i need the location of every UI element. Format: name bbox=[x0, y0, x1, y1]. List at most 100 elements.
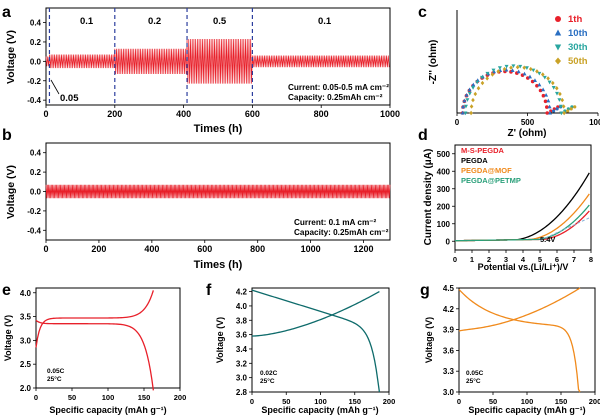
chart-g-ytick-label-5: 4.5 bbox=[443, 284, 455, 293]
chart-b-xtick-label-1: 200 bbox=[91, 244, 106, 254]
chart-f-xtick-label-3: 150 bbox=[348, 397, 361, 406]
panel-label-b: b bbox=[2, 127, 12, 144]
chart-e-ytick-label-2: 3.0 bbox=[20, 336, 32, 345]
panel-label-f: f bbox=[206, 282, 212, 299]
chart-c-point-50th-12 bbox=[522, 65, 527, 70]
chart-b-xtick-label-4: 800 bbox=[250, 244, 265, 254]
chart-d-ytick-label-0: 0 bbox=[446, 237, 451, 246]
chart-a-seg-label-3: 0.5 bbox=[213, 16, 227, 27]
chart-d-line-PEGDA@MOF bbox=[454, 193, 590, 242]
chart-c-point-50th-10 bbox=[509, 65, 513, 70]
chart-c-point-30th-20 bbox=[557, 98, 562, 102]
chart-f: 2.8 3.0 3.2 3.4 3.6 3.8 4.0 4.2 0 50 100 150 200 Vo… bbox=[215, 287, 396, 415]
legend-1th: 1th bbox=[568, 14, 582, 25]
chart-d-tangent bbox=[540, 217, 590, 241]
chart-e-xtick-label-1: 50 bbox=[68, 393, 76, 402]
chart-c-point-50th-17 bbox=[550, 80, 555, 86]
chart-c-point-30th-10 bbox=[504, 64, 509, 69]
chart-f-xtick-label-0: 0 bbox=[250, 397, 254, 406]
chart-a-xlabel: Times (h) bbox=[194, 123, 243, 135]
chart-c-tail-50th-3 bbox=[573, 105, 577, 109]
chart-b-annotation-1: Current: 0.1 mA cm⁻² bbox=[294, 218, 377, 227]
chart-c-point-30th-3 bbox=[467, 91, 472, 96]
chart-c-point-10th-15 bbox=[527, 74, 532, 79]
chart-d-ytick-label-2: 200 bbox=[437, 202, 451, 211]
chart-e-ytick-label-1: 2.5 bbox=[20, 360, 32, 369]
chart-c-point-10th-1 bbox=[461, 104, 466, 109]
chart-c-point-30th-17 bbox=[547, 80, 552, 85]
chart-a-seg-label-1: 0.1 bbox=[80, 16, 94, 27]
chart-c-point-30th-21 bbox=[558, 104, 563, 109]
chart-c-point-30th-14 bbox=[531, 68, 536, 73]
chart-g-xlabel: Specific capacity (mAh g⁻¹) bbox=[468, 405, 585, 415]
chart-a-xtick-label-1: 200 bbox=[107, 109, 122, 119]
chart-e-xtick-label-4: 200 bbox=[174, 393, 187, 402]
chart-c-point-50th-19 bbox=[558, 91, 562, 97]
chart-c-point-30th-12 bbox=[518, 64, 523, 69]
chart-c-point-30th-5 bbox=[475, 80, 480, 85]
chart-f-ytick-label-7: 4.2 bbox=[236, 288, 248, 297]
chart-a-ytick-label-4: 0.4 bbox=[30, 19, 42, 28]
legend-pegda: PEGDA bbox=[461, 156, 488, 165]
chart-g-ylabel: Voltage (V) bbox=[424, 317, 434, 363]
chart-c-point-50th-15 bbox=[540, 72, 545, 77]
chart-d-line-PEGDA@PETMP bbox=[454, 204, 590, 242]
chart-c-point-10th-22 bbox=[548, 110, 553, 115]
chart-c-tail-50th-2 bbox=[569, 107, 573, 111]
chart-c-point-50th-11 bbox=[515, 65, 520, 70]
chart-b-annotation-2: Capacity: 0.25mAh cm⁻² bbox=[294, 228, 389, 237]
chart-b-ytick-label-2: 0.0 bbox=[30, 188, 42, 197]
chart-c-point-50th-7 bbox=[490, 72, 495, 77]
chart-a-voltage-line bbox=[45, 39, 390, 84]
chart-a-ytick-label-1: -0.2 bbox=[27, 77, 41, 86]
chart-c-point-50th-14 bbox=[535, 69, 539, 74]
chart-a-xtick-label-5: 1000 bbox=[380, 109, 400, 119]
chart-a: -0.4 -0.2 0.0 0.2 0.4 0 200 400 600 800 1000 Volt… bbox=[5, 7, 400, 135]
chart-e-note-temp: 25°C bbox=[47, 375, 62, 383]
chart-c-point-30th-4 bbox=[471, 86, 476, 90]
legend-50th: 50th bbox=[568, 56, 588, 67]
chart-g-ytick-label-4: 4.2 bbox=[443, 305, 455, 314]
chart-g-note-temp: 25°C bbox=[466, 377, 481, 385]
chart-a-ytick-label-2: 0.0 bbox=[30, 57, 42, 66]
chart-d-ylabel: Current density (μA) bbox=[423, 149, 434, 246]
chart-d-xtick-label-4: 4 bbox=[521, 255, 526, 264]
chart-g-xtick-label-3: 150 bbox=[555, 397, 568, 406]
chart-f-xlabel: Specific capacity (mAh g⁻¹) bbox=[261, 405, 378, 415]
chart-f-xtick-label-1: 50 bbox=[282, 397, 290, 406]
chart-b-xtick-label-2: 400 bbox=[144, 244, 159, 254]
chart-g-ytick-label-2: 3.6 bbox=[443, 346, 455, 355]
chart-c-point-30th-15 bbox=[537, 71, 542, 76]
chart-e: 2.0 2.5 3.0 3.5 4.0 0 50 100 150 200 Voltage (V)… bbox=[3, 287, 187, 415]
chart-f-xtick-label-4: 200 bbox=[383, 397, 396, 406]
panel-label-g: g bbox=[420, 282, 430, 299]
chart-a-ytick-label-0: -0.4 bbox=[27, 96, 41, 105]
chart-c-point-50th-18 bbox=[554, 86, 559, 91]
chart-g-ytick-label-1: 3.3 bbox=[443, 367, 455, 376]
chart-f-charge-curve bbox=[251, 291, 380, 337]
chart-b-xtick-label-3: 600 bbox=[197, 244, 212, 254]
chart-c-point-30th-11 bbox=[511, 64, 516, 69]
chart-c-point-10th-21 bbox=[547, 104, 552, 109]
chart-e-discharge-curve bbox=[35, 319, 155, 391]
chart-g-ytick-label-0: 3.0 bbox=[443, 388, 455, 397]
chart-c-point-30th-19 bbox=[555, 91, 560, 96]
chart-c-point-10th-5 bbox=[471, 82, 476, 87]
chart-e-charge-curve bbox=[35, 290, 154, 348]
chart-c-point-10th-20 bbox=[546, 98, 551, 103]
chart-a-annotation-2: Capacity: 0.25mAh cm⁻² bbox=[288, 93, 383, 102]
chart-c-point-30th-16 bbox=[542, 75, 547, 80]
legend-marker-30th bbox=[554, 44, 562, 51]
panel-label-a: a bbox=[2, 4, 11, 21]
panel-label-e: e bbox=[2, 282, 11, 299]
chart-f-discharge-curve bbox=[251, 289, 381, 393]
chart-d-xtick-label-0: 0 bbox=[453, 255, 457, 264]
chart-b-xtick-label-5: 1000 bbox=[301, 244, 321, 254]
chart-a-xtick-label-2: 400 bbox=[176, 109, 191, 119]
chart-b: -0.4-0.20.00.20.4 0 200 400 600 800 1000 1200 … bbox=[5, 142, 391, 271]
chart-c-point-10th-3 bbox=[464, 92, 469, 97]
chart-d-ytick-label-1: 100 bbox=[437, 220, 451, 229]
chart-c-point-50th-13 bbox=[528, 66, 533, 72]
chart-c-point-50th-16 bbox=[546, 76, 550, 81]
